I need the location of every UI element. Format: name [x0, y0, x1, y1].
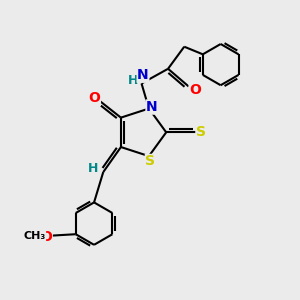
- Text: CH₃: CH₃: [23, 231, 46, 241]
- Text: N: N: [146, 100, 158, 114]
- Text: H: H: [88, 162, 98, 175]
- Text: O: O: [189, 83, 201, 97]
- Text: S: S: [146, 154, 155, 168]
- Text: O: O: [88, 92, 101, 106]
- Text: O: O: [40, 230, 52, 244]
- Text: S: S: [196, 125, 206, 139]
- Text: H: H: [128, 74, 139, 87]
- Text: N: N: [137, 68, 149, 82]
